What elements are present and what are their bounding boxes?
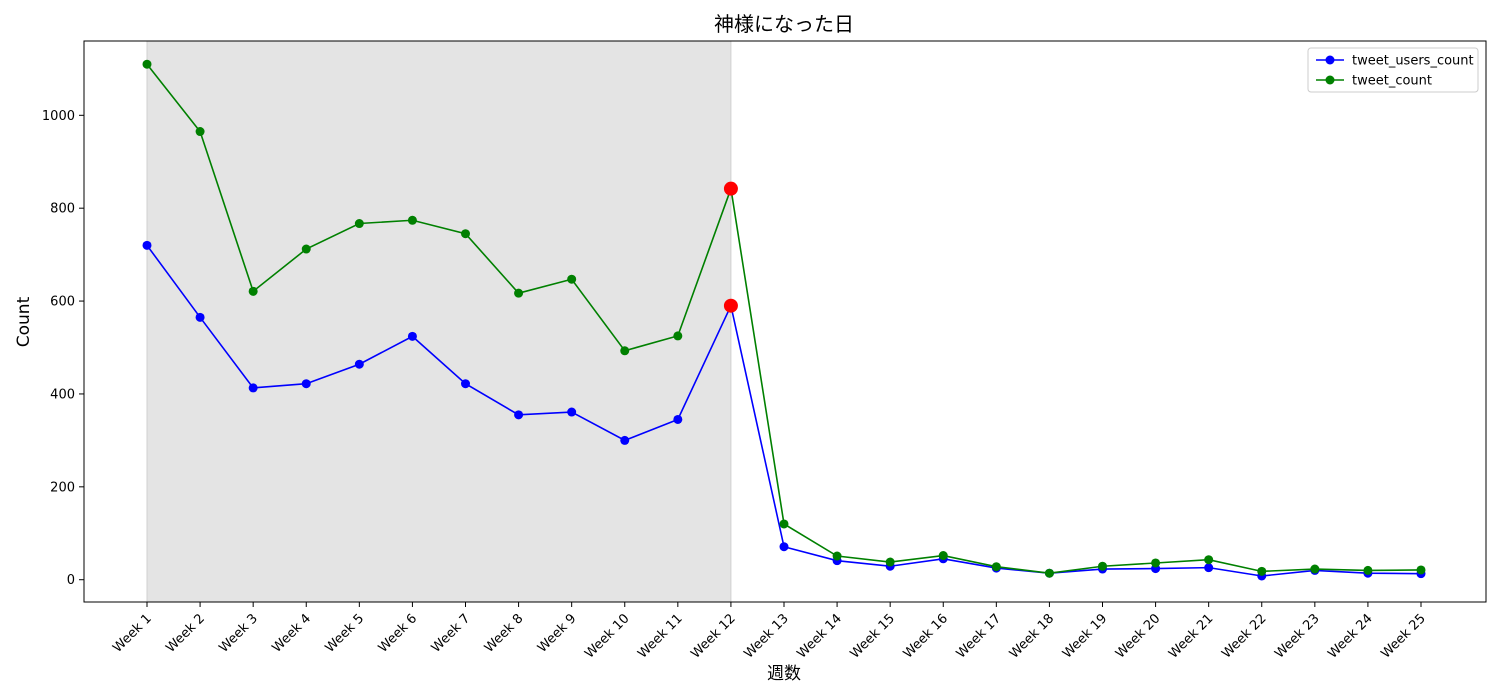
legend-label-tweet_users_count: tweet_users_count [1352,54,1474,69]
data-point-tweet_count [1363,565,1373,575]
data-point-tweet_count [354,219,364,229]
data-point-tweet_users_count [673,414,683,424]
data-point-tweet_users_count [142,240,152,250]
data-point-tweet_count [1044,568,1054,578]
y-axis-label: Count [14,296,34,347]
y-tick-label: 200 [50,480,75,495]
legend-marker-tweet_count [1325,75,1335,85]
data-point-tweet_count [885,557,895,567]
data-point-tweet_count [1310,564,1320,574]
data-point-tweet_count [779,519,789,529]
data-point-tweet_count [1151,558,1161,568]
data-point-tweet_count [938,551,948,561]
data-point-tweet_users_count [514,410,524,420]
data-point-tweet_count [514,288,524,298]
plot-frame [83,40,1487,603]
data-point-tweet_count [1204,555,1214,565]
data-point-tweet_count [1416,565,1426,575]
data-point-tweet_count [461,229,470,239]
data-point-tweet_users_count [779,542,789,552]
highlight-point-tweet_users_count [723,298,738,313]
data-point-tweet_count [301,244,311,254]
shaded-region [147,41,731,602]
y-tick-label: 600 [50,295,75,310]
y-tick-label: 0 [67,573,75,588]
data-point-tweet_count [248,286,258,296]
data-point-tweet_count [1098,561,1107,571]
data-point-tweet_users_count [301,379,311,389]
highlight-point-tweet_count [723,181,738,196]
data-point-tweet_users_count [248,383,258,393]
data-point-tweet_users_count [407,331,417,341]
data-point-tweet_count [1257,566,1267,576]
data-point-tweet_count [620,346,630,356]
y-tick-label: 800 [50,202,75,217]
data-point-tweet_count [991,562,1001,572]
y-tick-label: 1000 [42,109,75,124]
legend-label-tweet_count: tweet_count [1352,74,1432,89]
data-point-tweet_users_count [354,359,364,369]
data-point-tweet_count [195,127,205,137]
data-point-tweet_users_count [1204,563,1214,573]
data-point-tweet_count [832,551,842,561]
data-point-tweet_users_count [567,407,577,417]
data-point-tweet_count [142,59,152,69]
data-point-tweet_count [407,215,417,225]
data-point-tweet_users_count [461,379,470,389]
data-point-tweet_users_count [195,312,205,322]
data-point-tweet_count [673,331,683,341]
x-axis-label: 週数 [767,664,801,684]
chart-title: 神様になった日 [714,12,854,36]
data-point-tweet_users_count [620,435,630,445]
legend-marker-tweet_users_count [1325,55,1335,65]
legend-box [1307,47,1479,93]
y-tick-label: 400 [50,387,75,402]
legend: tweet_users_count tweet_count [1307,47,1479,93]
data-point-tweet_count [567,274,577,284]
